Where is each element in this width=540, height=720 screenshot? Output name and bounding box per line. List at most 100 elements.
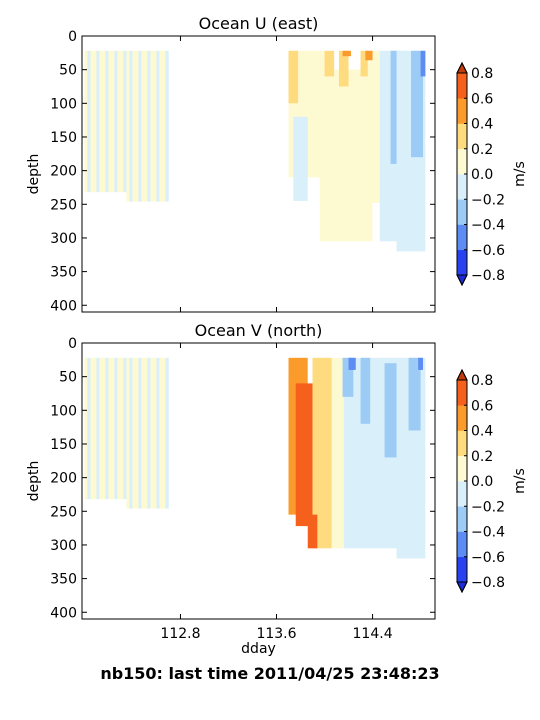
- contour-cell: [165, 50, 169, 202]
- colorbar-tick-label: −0.6: [471, 243, 505, 259]
- contour-region: [338, 50, 349, 87]
- y-tick-label: 100: [50, 96, 77, 112]
- contour-cell: [135, 357, 139, 509]
- colorbar-segment: [457, 506, 467, 532]
- y-tick-label: 0: [68, 29, 77, 45]
- contour-cell: [144, 357, 148, 509]
- contour-cell: [156, 50, 160, 202]
- contour-cell: [144, 50, 148, 202]
- colorbar-segment: [457, 224, 467, 251]
- contour-cell: [117, 50, 121, 193]
- contour-cell: [87, 357, 91, 500]
- contour-cell: [132, 50, 136, 202]
- y-axis-label: depth: [26, 154, 42, 195]
- contour-region: [360, 357, 371, 424]
- contour-cell: [90, 50, 94, 193]
- footer-caption: nb150: last time 2011/04/25 23:48:23: [100, 664, 440, 683]
- contour-cell: [108, 50, 112, 193]
- colorbar-segment: [457, 455, 467, 482]
- contour-cell: [102, 357, 106, 500]
- contour-region: [342, 357, 354, 397]
- contour-region: [331, 357, 344, 549]
- contour-cell: [159, 357, 163, 509]
- contour-cell: [126, 50, 130, 202]
- contour-cell: [138, 50, 142, 202]
- y-tick-label: 300: [50, 538, 77, 554]
- panel-title: Ocean U (east): [199, 14, 319, 33]
- colorbar-segment: [457, 249, 467, 276]
- colorbar-tick-label: −0.8: [471, 575, 505, 591]
- contour-cell: [99, 357, 103, 500]
- contour-cell: [153, 357, 157, 509]
- axes-frame: [81, 35, 436, 313]
- contour-cell: [93, 357, 97, 500]
- contour-region: [342, 50, 351, 57]
- contour-cell: [114, 50, 118, 193]
- colorbar-extend-min: [456, 274, 468, 287]
- y-tick-label: 250: [50, 197, 77, 213]
- contour-cell: [102, 50, 106, 193]
- contour-region: [324, 50, 335, 77]
- contour-cell: [165, 357, 169, 509]
- contour-cell: [156, 357, 160, 509]
- colorbar-tick-label: 0.2: [471, 449, 493, 465]
- y-tick-label: 200: [50, 471, 77, 487]
- colorbar-segment: [457, 531, 467, 558]
- contour-cell: [108, 357, 112, 500]
- contour-cell: [162, 357, 166, 509]
- contour-region: [319, 69, 373, 242]
- contour-cell: [159, 50, 163, 202]
- colorbar-label: m/s: [512, 468, 528, 494]
- contour-region: [418, 357, 423, 370]
- contour-region: [384, 363, 397, 458]
- colorbar-tick-label: 0.8: [471, 66, 493, 82]
- colorbar-tick-label: 0.0: [471, 474, 493, 490]
- contour-region: [408, 357, 421, 431]
- contour-cell: [105, 357, 109, 500]
- colorbar-tick-label: −0.2: [471, 499, 505, 515]
- contour-cell: [120, 357, 124, 500]
- colorbar-tick-label: −0.4: [471, 218, 505, 234]
- colorbar-segment: [457, 556, 467, 583]
- colorbar-tick-label: −0.6: [471, 550, 505, 566]
- panel-1: [81, 35, 468, 313]
- y-tick-label: 150: [50, 130, 77, 146]
- colorbar-extend-max: [456, 61, 468, 74]
- y-axis-label: depth: [26, 461, 42, 502]
- y-tick-label: 200: [50, 164, 77, 180]
- y-tick-label: 0: [68, 336, 77, 352]
- contour-cell: [153, 50, 157, 202]
- contour-cell: [90, 357, 94, 500]
- contour-cell: [147, 357, 151, 509]
- colorbar-label: m/s: [512, 161, 528, 187]
- colorbar-segment: [457, 405, 467, 431]
- panel-title: Ocean V (north): [195, 321, 323, 340]
- contour-cell: [147, 50, 151, 202]
- colorbar-segment: [457, 380, 467, 406]
- colorbar-segment: [457, 481, 467, 507]
- contour-cell: [114, 357, 118, 500]
- contour-region: [365, 50, 373, 61]
- contour-region: [360, 50, 368, 77]
- contour-region: [420, 50, 426, 77]
- contour-cell: [150, 50, 154, 202]
- x-tick-label: 112.8: [160, 626, 200, 642]
- colorbar-segment: [457, 123, 467, 150]
- y-tick-label: 400: [50, 605, 77, 621]
- colorbar-segment: [457, 174, 467, 200]
- colorbar-tick-label: 0.2: [471, 142, 493, 158]
- axes-frame: [81, 342, 436, 620]
- y-tick-label: 300: [50, 231, 77, 247]
- x-tick-label: 114.4: [353, 626, 393, 642]
- contour-region: [295, 383, 313, 527]
- contour-cell: [111, 50, 115, 193]
- contour-cell: [84, 50, 88, 193]
- contour-cell: [96, 50, 100, 193]
- panel-2: [81, 342, 468, 620]
- colorbar-segment: [457, 148, 467, 175]
- contour-cell: [141, 357, 145, 509]
- y-tick-label: 350: [50, 572, 77, 588]
- colorbar-segment: [457, 98, 467, 124]
- contour-cell: [150, 357, 154, 509]
